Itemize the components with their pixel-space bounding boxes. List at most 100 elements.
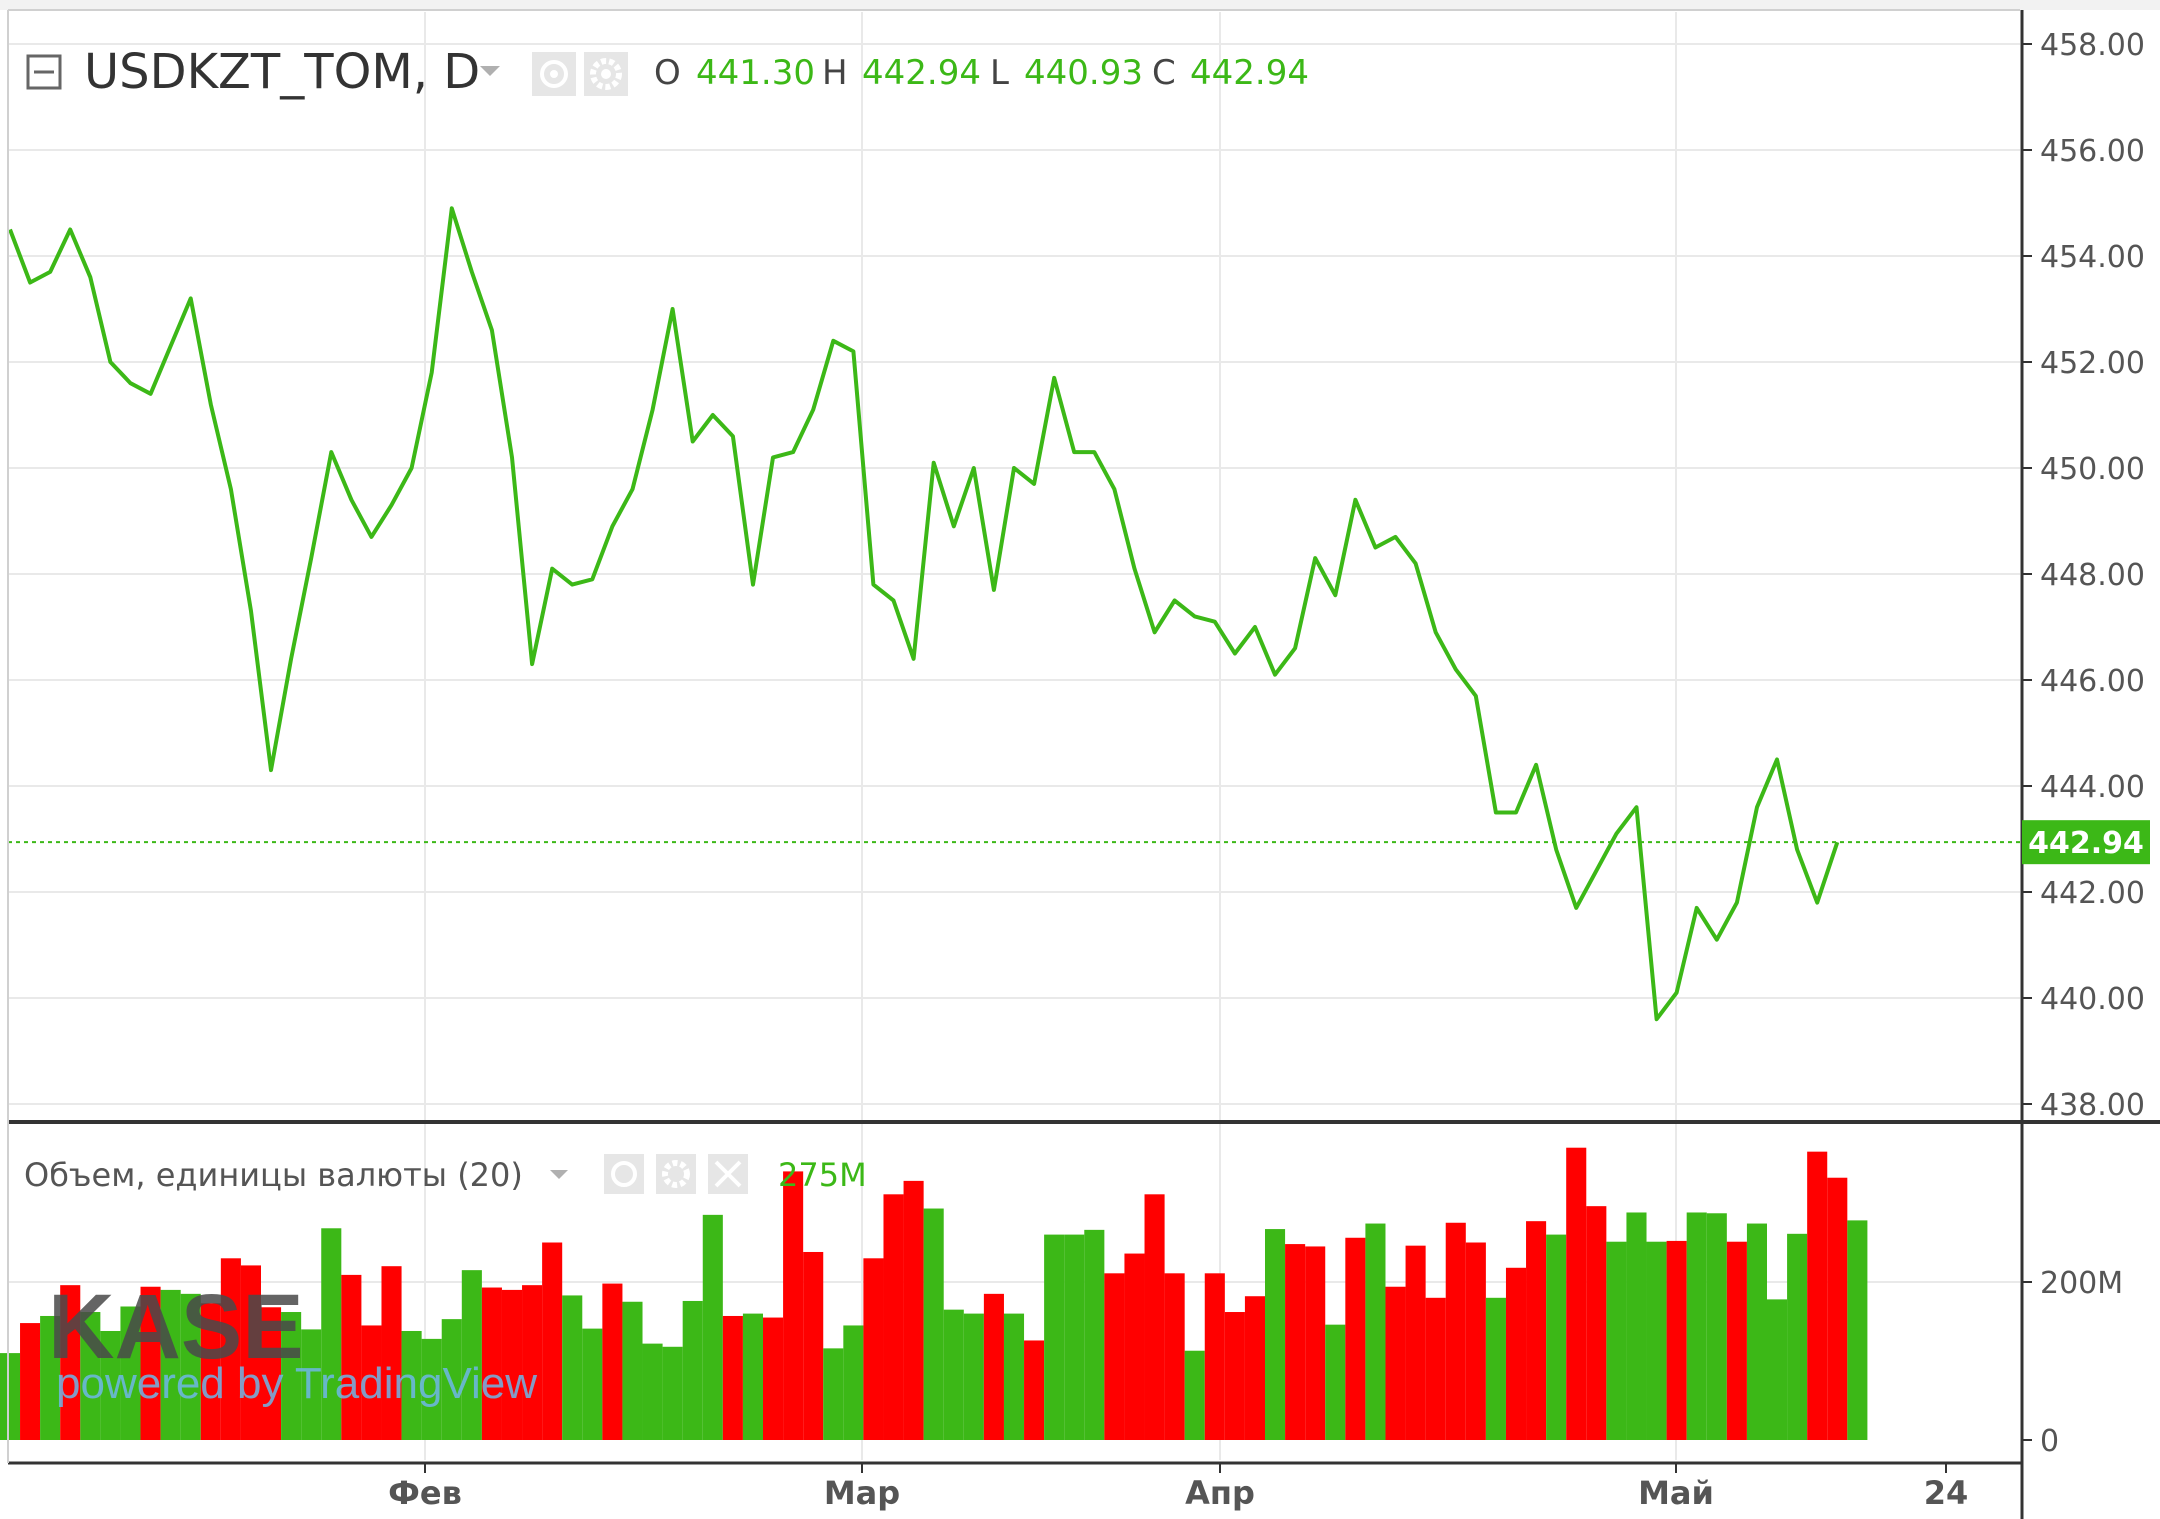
volume-bar bbox=[1325, 1324, 1346, 1440]
volume-eye-icon[interactable] bbox=[604, 1154, 644, 1194]
volume-bar bbox=[1365, 1223, 1386, 1440]
volume-bar bbox=[1706, 1213, 1727, 1440]
volume-bar bbox=[1024, 1340, 1045, 1440]
volume-bar bbox=[843, 1325, 864, 1440]
volume-bar bbox=[0, 1353, 21, 1440]
volume-bar bbox=[1385, 1286, 1406, 1440]
high-label: H bbox=[822, 53, 848, 93]
volume-dropdown-icon[interactable] bbox=[550, 1170, 568, 1179]
volume-bar bbox=[1787, 1233, 1808, 1440]
volume-legend: Объем, единицы валюты (20) 275M bbox=[24, 1154, 867, 1194]
volume-bar bbox=[722, 1315, 743, 1440]
volume-bar bbox=[461, 1270, 482, 1440]
low-value: 440.93 bbox=[1024, 53, 1143, 93]
gear-icon[interactable] bbox=[584, 52, 628, 96]
volume-bar bbox=[1003, 1313, 1025, 1440]
volume-bar bbox=[421, 1338, 442, 1440]
collapse-icon[interactable] bbox=[26, 54, 62, 90]
volume-bar bbox=[1305, 1246, 1326, 1440]
dropdown-icon[interactable] bbox=[480, 66, 500, 76]
volume-bar bbox=[763, 1317, 784, 1440]
volume-bar bbox=[120, 1306, 141, 1440]
open-value: 441.30 bbox=[696, 53, 815, 93]
volume-bar bbox=[783, 1171, 804, 1440]
volume-bar bbox=[1164, 1273, 1185, 1440]
volume-bar bbox=[1265, 1229, 1286, 1440]
volume-bar bbox=[662, 1346, 683, 1440]
volume-bar bbox=[803, 1251, 824, 1440]
volume-bar bbox=[1425, 1297, 1446, 1440]
volume-bar bbox=[1084, 1229, 1105, 1440]
volume-bar bbox=[1526, 1221, 1547, 1440]
volume-bar bbox=[361, 1325, 382, 1440]
symbol-title: USDKZT_TOM, D bbox=[84, 44, 480, 100]
volume-bar bbox=[281, 1312, 302, 1440]
volume-bar bbox=[220, 1258, 241, 1440]
price-tick-label: 450.00 bbox=[2040, 452, 2145, 487]
volume-bar bbox=[943, 1309, 964, 1440]
volume-bar bbox=[140, 1286, 161, 1440]
volume-bar bbox=[682, 1300, 703, 1440]
volume-bar bbox=[401, 1330, 422, 1440]
volume-bar bbox=[1485, 1297, 1506, 1440]
price-tick-label: 444.00 bbox=[2040, 770, 2145, 805]
volume-bar bbox=[80, 1312, 101, 1440]
volume-bar bbox=[261, 1307, 282, 1440]
volume-bars bbox=[0, 1147, 1868, 1440]
volume-bar bbox=[1505, 1267, 1527, 1440]
volume-bar bbox=[983, 1293, 1004, 1440]
volume-bar bbox=[1586, 1206, 1607, 1440]
price-tick-label: 458.00 bbox=[2040, 28, 2145, 63]
volume-bar bbox=[1606, 1241, 1627, 1440]
last-price-value: 442.94 bbox=[2028, 826, 2144, 861]
time-tick-label: Мар bbox=[824, 1474, 900, 1512]
volume-gear-icon[interactable] bbox=[656, 1154, 696, 1194]
kase-watermark: KASE powered by TradingView bbox=[48, 1276, 537, 1408]
open-label: O bbox=[654, 53, 681, 93]
volume-bar bbox=[1807, 1151, 1828, 1440]
volume-tick-label: 0 bbox=[2040, 1424, 2059, 1459]
price-axis[interactable]: 458.00 456.00 454.00 452.00 450.00 448.00 446.… bbox=[2022, 28, 2145, 1123]
volume-close-icon[interactable] bbox=[708, 1154, 748, 1194]
volume-bar bbox=[903, 1180, 924, 1440]
volume-bar bbox=[1827, 1177, 1848, 1440]
volume-bar bbox=[1405, 1245, 1426, 1440]
volume-bar bbox=[1847, 1220, 1868, 1440]
volume-bar bbox=[240, 1265, 261, 1440]
volume-bar bbox=[441, 1319, 462, 1440]
price-tick-label: 448.00 bbox=[2040, 558, 2145, 593]
volume-bar bbox=[1686, 1212, 1707, 1440]
price-tick-label: 452.00 bbox=[2040, 346, 2145, 381]
volume-bar bbox=[481, 1287, 502, 1440]
volume-bar bbox=[542, 1242, 563, 1440]
volume-bar bbox=[1184, 1350, 1205, 1440]
volume-bar bbox=[702, 1214, 723, 1440]
volume-bar bbox=[1646, 1241, 1667, 1440]
volume-bar bbox=[1465, 1242, 1486, 1440]
volume-bar bbox=[1626, 1212, 1647, 1440]
top-toolbar-strip bbox=[0, 0, 2160, 10]
symbol-legend: USDKZT_TOM, D O 441.30 H 442.94 L 440.93… bbox=[26, 44, 1309, 100]
volume-bar bbox=[863, 1258, 884, 1440]
eye-icon[interactable] bbox=[532, 52, 576, 96]
volume-bar bbox=[602, 1283, 623, 1440]
time-axis[interactable]: Фев Мар Апр Май 24 bbox=[388, 1463, 1968, 1512]
last-price-badge: 442.94 bbox=[2022, 820, 2150, 865]
low-label: L bbox=[990, 53, 1009, 93]
price-tick-label: 440.00 bbox=[2040, 982, 2145, 1017]
volume-bar bbox=[562, 1295, 583, 1440]
volume-bar bbox=[1445, 1222, 1466, 1440]
price-tick-label: 442.00 bbox=[2040, 876, 2145, 911]
volume-bar bbox=[923, 1208, 944, 1440]
close-label: C bbox=[1152, 53, 1176, 93]
volume-value: 275M bbox=[778, 1156, 867, 1194]
volume-bar bbox=[522, 1285, 543, 1440]
volume-bar bbox=[381, 1266, 402, 1440]
volume-bar bbox=[742, 1313, 763, 1440]
volume-axis[interactable]: 200M 0 bbox=[2022, 1266, 2123, 1459]
price-line[interactable] bbox=[8, 206, 1840, 1022]
volume-bar bbox=[1726, 1241, 1747, 1440]
volume-bar bbox=[582, 1328, 603, 1440]
volume-bar bbox=[642, 1343, 663, 1440]
